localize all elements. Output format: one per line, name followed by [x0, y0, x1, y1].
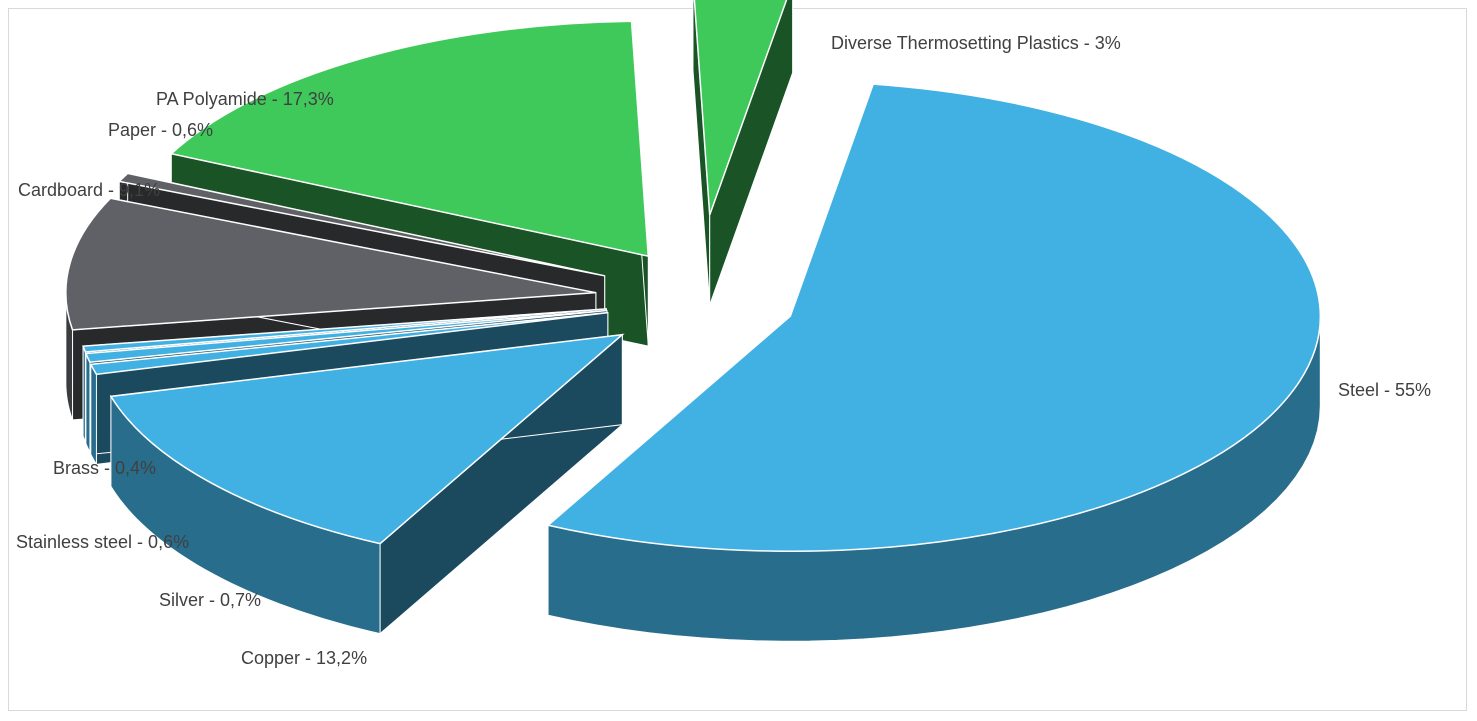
- data-label-copper: Copper - 13,2%: [241, 648, 367, 668]
- data-label-steel: Steel - 55%: [1338, 380, 1431, 400]
- slice-top: [84, 309, 608, 364]
- data-label-cardboard: Cardboard - 9,1%: [18, 180, 160, 200]
- pie-slice-diverse-thermosetting-plastics: [692, 0, 794, 306]
- slice-side: [90, 364, 97, 467]
- slice-top: [89, 311, 608, 376]
- data-label-diverse-thermosetting-plastics: Diverse Thermosetting Plastics - 3%: [831, 33, 1121, 53]
- pie-slice-steel: [546, 83, 1322, 642]
- slice-side: [82, 345, 86, 443]
- data-label-silver: Silver - 0,7%: [159, 590, 261, 610]
- data-label-pa-polyamide: PA Polyamide - 17,3%: [156, 89, 334, 109]
- pie-slice-copper: [109, 333, 625, 635]
- slice-top: [546, 83, 1322, 552]
- slice-top: [82, 308, 607, 353]
- slice-top: [693, 0, 788, 216]
- data-label-brass: Brass - 0,4%: [53, 458, 156, 478]
- data-label-stainless-steel: Stainless steel - 0,6%: [16, 532, 189, 552]
- slice-top: [109, 333, 625, 545]
- slice-side: [85, 353, 91, 453]
- slice-top: [169, 20, 650, 258]
- slice-top: [117, 172, 605, 277]
- slice-top: [65, 197, 596, 331]
- data-label-paper: Paper - 0,6%: [108, 120, 213, 140]
